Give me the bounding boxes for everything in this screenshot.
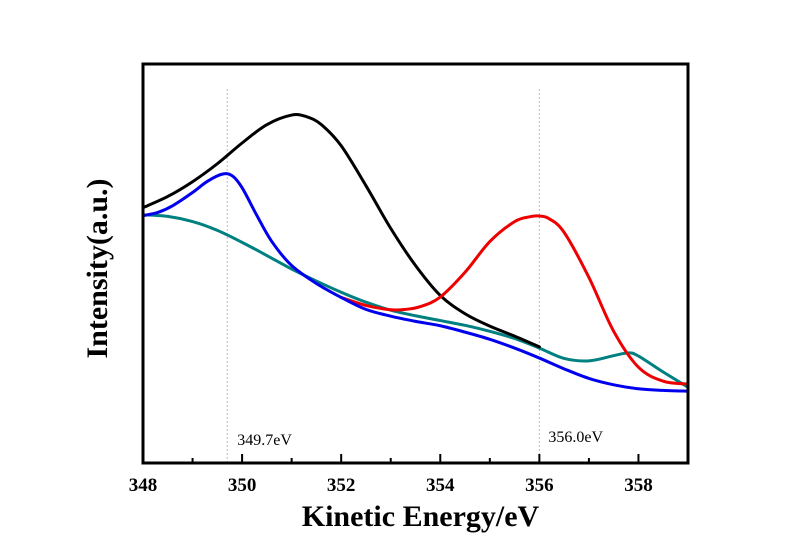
series-peak-349-7ev bbox=[141, 172, 690, 393]
plot-frame bbox=[141, 62, 690, 465]
y-axis-title: Intensity(a.u.) bbox=[81, 178, 114, 358]
x-tick-label: 348 bbox=[129, 475, 158, 496]
series-envelope bbox=[141, 113, 541, 349]
x-tick-label: 350 bbox=[228, 475, 257, 496]
peak-annotation-349-7: 349.7eV bbox=[237, 432, 292, 449]
peak-annotation-356-0: 356.0eV bbox=[548, 429, 603, 446]
x-axis-ticks bbox=[142, 454, 689, 463]
x-tick-label: 356 bbox=[525, 475, 554, 496]
curves bbox=[141, 113, 690, 393]
x-tick-label: 352 bbox=[327, 475, 356, 496]
x-axis-tick-labels: 348 350 352 354 356 358 bbox=[129, 475, 653, 496]
x-axis-title: Kinetic Energy/eV bbox=[302, 500, 540, 533]
series-background bbox=[141, 213, 690, 389]
series-peak-356-0ev bbox=[339, 214, 690, 386]
x-tick-label: 358 bbox=[624, 475, 653, 496]
reference-lines bbox=[226, 89, 540, 463]
x-tick-label: 354 bbox=[426, 475, 455, 496]
